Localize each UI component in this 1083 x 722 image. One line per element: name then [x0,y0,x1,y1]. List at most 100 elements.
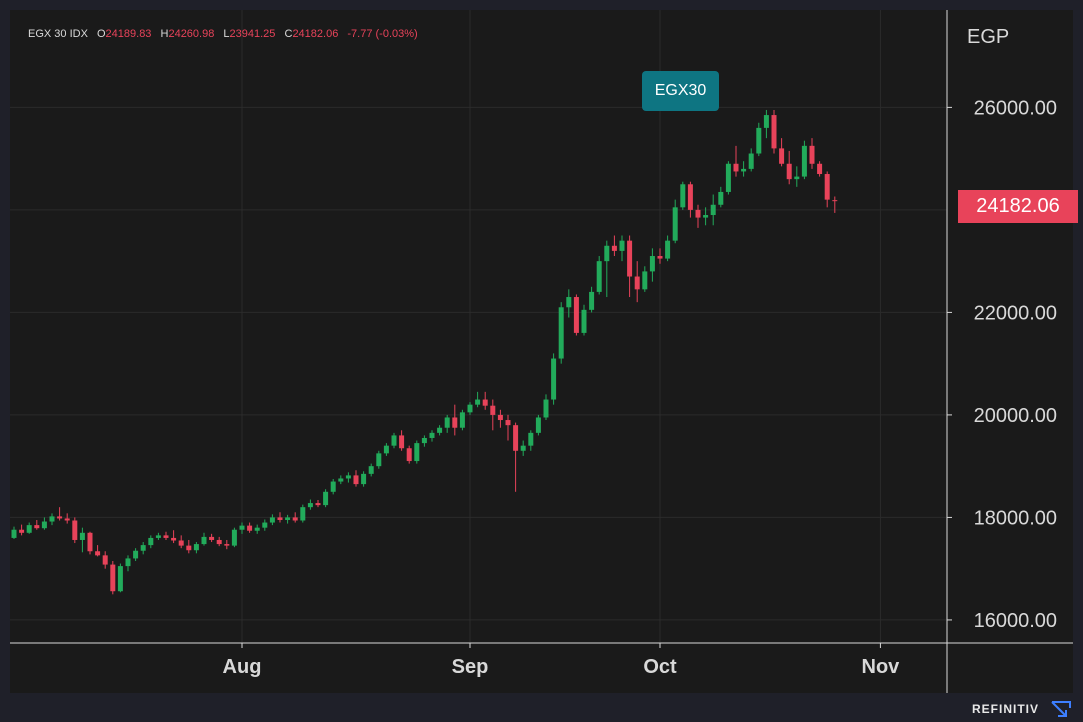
candle [72,517,78,544]
candle-body [497,414,503,421]
candle-body [505,420,511,426]
candle-body [543,399,549,418]
candle-body [117,566,123,592]
candle-body [786,163,792,180]
candle-body [406,448,412,462]
series-badge[interactable]: EGX30 [642,71,719,111]
candle [695,204,701,228]
candle-body [520,445,526,451]
candle [794,166,800,187]
candle [414,440,420,464]
candle [566,289,572,318]
candle [155,532,161,540]
candle-body [72,520,78,540]
candle [589,286,595,313]
symbol-label: EGX 30 IDX [28,28,88,40]
candle [406,445,412,464]
candle-body [551,358,557,400]
candle [323,489,329,508]
candle-body [292,517,298,521]
y-tick-label: 18000.00 [974,507,1057,529]
candle [756,122,762,157]
candle-body [201,536,207,545]
candle-body [330,481,336,492]
candle [665,235,671,262]
candle [505,414,511,441]
candle [125,555,131,572]
candle [285,514,291,524]
candle-body [733,163,739,172]
candle-body [437,427,443,433]
x-tick-label: Sep [452,656,489,678]
candle-body [718,191,724,205]
candle-body [741,168,747,172]
currency-label: EGP [967,26,1010,48]
candle [41,517,47,530]
candle [209,533,215,543]
candle [573,294,579,336]
chart-frame: 16000.00 18000.00 20000.00 22000.00 26000.00… [10,10,1078,693]
candle-body [748,153,754,169]
candle [361,471,367,487]
brand-label: REFINITIV [972,702,1040,716]
candle-body [710,204,716,216]
candle-body [171,537,177,541]
candle [102,551,108,569]
candle-body [665,240,671,259]
y-tick-label: 26000.00 [974,97,1057,119]
candle [133,548,139,561]
candle-body [148,537,154,546]
y-tick-label: 20000.00 [974,405,1057,427]
candle [437,425,443,436]
candle-body [771,115,777,149]
candle-body [627,240,633,277]
y-tick-label: 22000.00 [974,302,1057,324]
candle [497,409,503,428]
candle-body [421,437,427,444]
candle [482,391,488,410]
low-value: 23941.25 [229,28,276,40]
candle-body [186,545,192,551]
candle-body [725,163,731,192]
candle-body [140,545,146,551]
candle-body [102,555,108,565]
candle [763,109,769,139]
candle-body [801,145,807,177]
candle-body [535,417,541,433]
candle [543,394,549,421]
candle [368,463,374,477]
candlestick-chart[interactable]: 16000.00 18000.00 20000.00 22000.00 26000.00… [10,10,1073,693]
candle [239,522,245,534]
candle-body [391,435,397,446]
candle-body [353,475,359,485]
candle [26,522,32,534]
candle-body [34,525,40,529]
candle-body [209,536,215,540]
candle-body [269,517,275,523]
candle-body [254,527,260,531]
candle-body [277,517,283,520]
close-key: C [284,28,293,40]
candle-body [763,115,769,128]
candle-body [110,564,116,592]
ohlc-header: EGX 30 IDX O24189.83 H24260.98 L23941.25… [28,28,424,40]
candle-body [41,521,47,529]
candle-body [657,256,663,259]
candle-body [64,518,70,521]
candle-body [376,453,382,467]
candle-body [414,443,420,462]
candle [64,513,70,524]
candle-body [239,525,245,530]
candle-body [178,540,184,546]
candle-body [467,404,473,413]
candle [801,140,807,180]
candle-body [581,309,587,333]
grid-lines [10,10,947,643]
candle-body [125,558,131,567]
candle [535,414,541,436]
candle-body [566,297,572,308]
candle [163,531,169,540]
candle [193,542,199,554]
candle-body [695,209,701,218]
candle-body [57,516,63,519]
